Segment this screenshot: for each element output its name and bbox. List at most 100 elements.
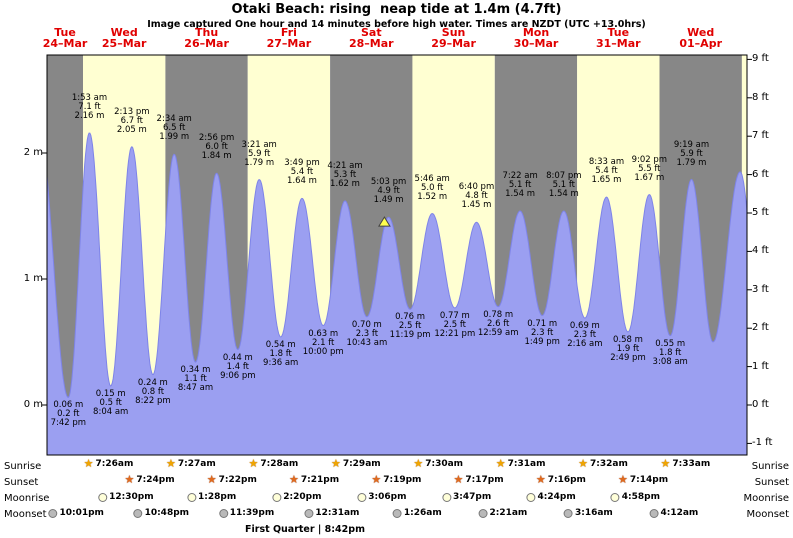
sunrise-row-label-right: Sunrise xyxy=(751,461,789,472)
sunrise-star-icon: ★ xyxy=(330,457,341,470)
moonset-time: 10:01pm xyxy=(59,508,104,518)
y-axis-label-ft: 3 ft xyxy=(752,283,769,295)
sunrise-entry: ★ 7:30am xyxy=(413,458,464,469)
tide-area xyxy=(47,133,747,455)
day-label: Mon 30–Mar xyxy=(513,26,559,50)
sunrise-entry: ★ 7:28am xyxy=(248,457,299,470)
high-tide-label: 2:56 pm 6.0 ft 1.84 m xyxy=(198,133,235,162)
moonrise-entry: 2:20pm xyxy=(272,492,322,502)
moonset-time: 4:12am xyxy=(660,508,699,518)
sunrise-star-icon: ★ xyxy=(248,457,259,470)
sunset-star-icon: ★ xyxy=(371,473,382,486)
high-tide-label: 2:13 pm 6.7 ft 2.05 m xyxy=(114,106,150,135)
moonrise-icon xyxy=(98,492,108,502)
moonrise-entry: 3:47pm xyxy=(441,492,491,502)
moonset-entry: 10:48pm xyxy=(133,508,190,518)
moonset-row-label-right: Moonset xyxy=(746,509,790,520)
low-tide-label: 0.77 m 2.5 ft 12:21 pm xyxy=(434,311,476,339)
moonset-entry: 2:21am xyxy=(478,508,527,518)
sunrise-time: 7:31am xyxy=(507,459,546,469)
high-tide-label: 2:34 am 6.5 ft 1.99 m xyxy=(156,114,192,143)
moonset-entry: 10:01pm xyxy=(48,508,104,518)
sunset-entry: ★ 7:21pm xyxy=(289,473,340,486)
sunrise-entry: ★ 7:32am xyxy=(578,458,628,469)
low-tide-label: 0.55 m 1.8 ft 3:08 am xyxy=(652,338,688,367)
moonset-time: 11:39pm xyxy=(229,508,275,518)
moonset-time: 10:48pm xyxy=(144,508,190,518)
moonrise-entry: 4:58pm xyxy=(610,492,660,502)
moonrise-row-label-right: Moonrise xyxy=(743,493,789,504)
high-tide-label: 1:53 am 7.1 ft 2.16 m xyxy=(71,92,108,121)
high-tide-label: 8:07 pm 5.1 ft 1.54 m xyxy=(546,171,582,199)
moonset-entry: 4:12am xyxy=(649,508,698,518)
moonrise-time: 12:30pm xyxy=(109,492,154,502)
y-axis-label-m: 1 m xyxy=(23,273,43,284)
moonrise-time: 1:28pm xyxy=(197,492,237,502)
sunset-star-icon: ★ xyxy=(289,473,299,486)
high-tide-label: 5:03 pm 4.9 ft 1.49 m xyxy=(370,177,407,206)
sunset-entry: ★ 7:22pm xyxy=(206,473,257,486)
sunset-time: 7:16pm xyxy=(547,475,586,485)
sunset-time: 7:21pm xyxy=(300,475,340,485)
sunrise-entry: ★ 7:33am xyxy=(660,457,711,470)
y-axis-label-m: 0 m xyxy=(23,399,43,410)
moonrise-icon xyxy=(272,492,282,502)
low-tide-label: 0.71 m 2.3 ft 1:49 pm xyxy=(524,318,560,347)
moonrise-time: 4:58pm xyxy=(621,492,660,502)
sunrise-time: 7:32am xyxy=(590,459,628,469)
moonset-time: 12:31am xyxy=(315,508,360,518)
day-label: Tue 24–Mar xyxy=(42,26,88,50)
day-label: Tue 31–Mar xyxy=(595,26,641,50)
y-axis-label-ft: 8 ft xyxy=(752,91,769,103)
moonset-icon xyxy=(649,508,659,518)
sunset-entry: ★ 7:14pm xyxy=(618,474,668,485)
y-axis-label-ft: 6 ft xyxy=(752,168,769,180)
sunset-time: 7:17pm xyxy=(465,475,504,485)
day-label: Fri 27–Mar xyxy=(266,26,312,50)
sunrise-star-icon: ★ xyxy=(495,457,506,470)
moonrise-icon xyxy=(610,492,620,502)
high-tide-label: 6:40 pm 4.8 ft 1.45 m xyxy=(458,182,495,211)
day-label: Sun 29–Mar xyxy=(431,26,476,50)
moonset-time: 2:21am xyxy=(489,508,528,518)
plot-border xyxy=(46,54,748,456)
high-tide-label: 9:02 pm 5.5 ft 1.67 m xyxy=(631,154,668,183)
moonrise-entry: 4:24pm xyxy=(526,492,576,502)
sunset-row-label-left: Sunset xyxy=(4,477,39,488)
y-axis-label-ft: 9 ft xyxy=(752,53,769,65)
sunrise-entry: ★ 7:26am xyxy=(84,458,134,469)
moonset-row-label-left: Moonset xyxy=(4,509,47,520)
low-tide-label: 0.34 m 1.1 ft 8:47 am xyxy=(177,365,214,394)
page-title: Otaki Beach: rising neap tide at 1.4m (4… xyxy=(231,2,562,17)
sunrise-time: 7:30am xyxy=(425,459,464,469)
sunset-time: 7:19pm xyxy=(383,475,422,485)
moonrise-icon xyxy=(526,492,536,502)
y-axis-label-ft: -1 ft xyxy=(752,437,773,449)
moonset-icon xyxy=(133,508,143,518)
low-tide-label: 0.15 m 0.5 ft 8:04 am xyxy=(93,389,129,418)
sunset-row-label-right: Sunset xyxy=(754,477,789,488)
sunrise-entry: ★ 7:27am xyxy=(166,458,216,469)
moonrise-icon xyxy=(357,492,367,502)
low-tide-label: 0.78 m 2.6 ft 12:59 am xyxy=(477,309,519,338)
sunrise-time: 7:28am xyxy=(260,459,299,469)
low-tide-label: 0.58 m 1.9 ft 2:49 pm xyxy=(610,334,646,363)
sunrise-entry: ★ 7:29am xyxy=(330,457,381,470)
sunset-entry: ★ 7:17pm xyxy=(454,474,504,485)
sunset-time: 7:22pm xyxy=(218,475,257,485)
moonset-entry: 11:39pm xyxy=(218,508,275,518)
moonset-entry: 3:16am xyxy=(563,508,613,518)
moonrise-row-label-left: Moonrise xyxy=(4,493,50,504)
y-axis-label-m: 2 m xyxy=(23,147,43,158)
moonrise-time: 4:24pm xyxy=(537,492,576,502)
low-tide-label: 0.76 m 2.5 ft 11:19 pm xyxy=(389,312,431,341)
low-tide-label: 0.63 m 2.1 ft 10:00 pm xyxy=(302,328,344,357)
high-tide-label: 5:46 am 5.0 ft 1.52 m xyxy=(414,173,450,202)
low-tide-label: 0.70 m 2.3 ft 10:43 am xyxy=(346,319,388,348)
sunset-star-icon: ★ xyxy=(206,473,217,486)
sunset-entry: ★ 7:24pm xyxy=(125,474,175,485)
sunrise-star-icon: ★ xyxy=(660,457,671,470)
sunset-entry: ★ 7:19pm xyxy=(371,473,422,486)
high-tide-label: 8:33 am 5.4 ft 1.65 m xyxy=(588,157,625,186)
